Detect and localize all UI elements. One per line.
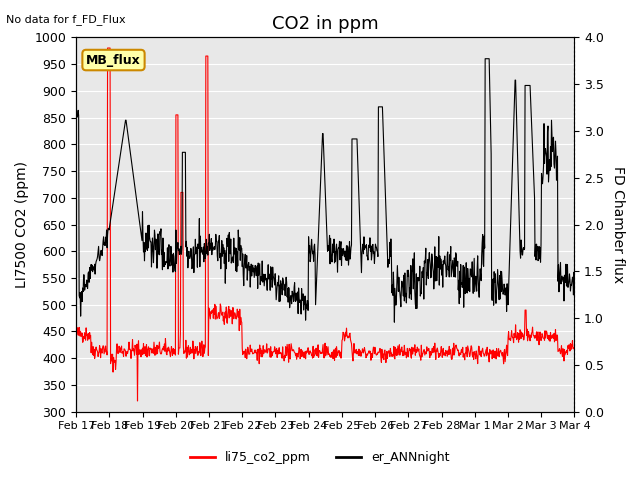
Y-axis label: LI7500 CO2 (ppm): LI7500 CO2 (ppm) [15, 161, 29, 288]
Y-axis label: FD Chamber flux: FD Chamber flux [611, 166, 625, 283]
Text: MB_flux: MB_flux [86, 54, 141, 67]
Legend: li75_co2_ppm, er_ANNnight: li75_co2_ppm, er_ANNnight [186, 446, 454, 469]
Title: CO2 in ppm: CO2 in ppm [272, 15, 379, 33]
Text: No data for f_FD_Flux: No data for f_FD_Flux [6, 14, 126, 25]
